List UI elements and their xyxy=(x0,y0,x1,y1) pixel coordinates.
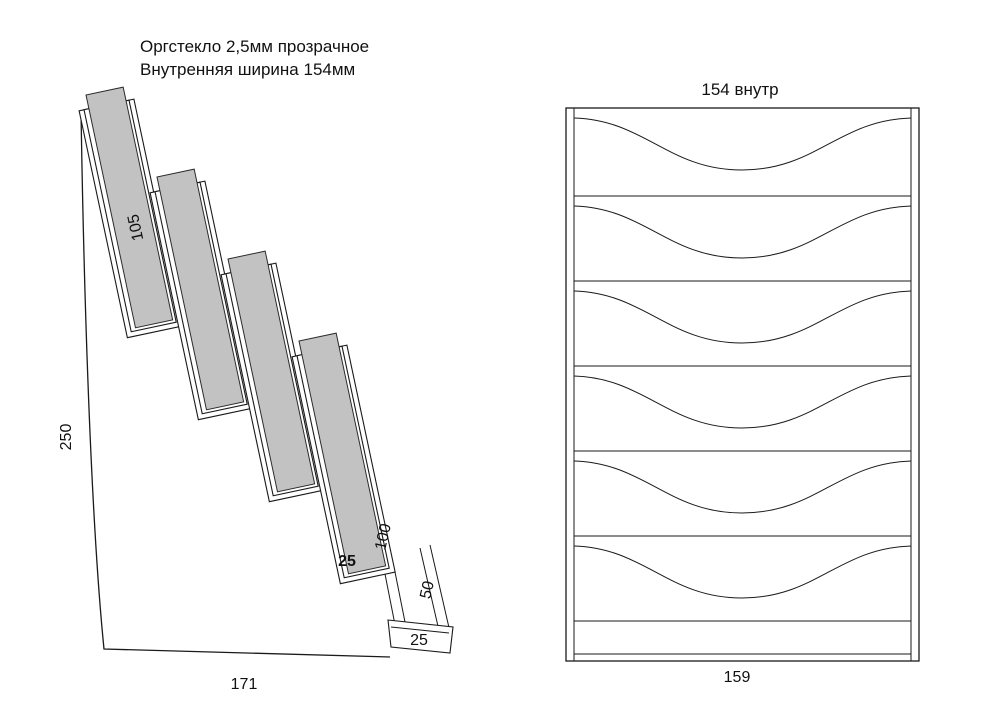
pocket-curve xyxy=(573,117,912,171)
foot-channel-inner-line xyxy=(390,626,450,634)
pocket-curve xyxy=(573,460,912,514)
title-inner-width: Внутренняя ширина 154мм xyxy=(140,60,355,79)
front-outline xyxy=(565,107,920,662)
dim-pocket-front-height: 105 xyxy=(125,213,147,243)
dim-lip-height: 50 xyxy=(417,579,438,600)
side-view: Оргстекло 2,5мм прозрачное Внутренняя ши… xyxy=(58,37,454,693)
body-outline xyxy=(80,110,391,658)
pocket-3 xyxy=(220,250,325,503)
dim-base-depth: 171 xyxy=(231,676,258,693)
dim-foot-depth: 25 xyxy=(410,632,428,649)
side-wall-lines xyxy=(573,108,912,661)
label-inner-width-top: 154 внутр xyxy=(701,80,778,99)
brochure xyxy=(85,86,174,329)
front-lip xyxy=(419,544,451,636)
pocket-curve xyxy=(573,205,912,259)
dim-total-height: 250 xyxy=(58,424,75,451)
pocket-4 xyxy=(291,332,396,585)
title-material: Оргстекло 2,5мм прозрачное xyxy=(140,37,369,56)
pocket-1: 105 xyxy=(78,86,183,339)
dim-step: 25 xyxy=(338,553,356,570)
brochure xyxy=(298,332,387,575)
label-outer-width-bottom: 159 xyxy=(724,669,751,686)
pocket-curve xyxy=(573,375,912,429)
pocket-curve xyxy=(573,290,912,344)
brochure xyxy=(156,168,245,411)
front-view: 154 внутр 159 xyxy=(565,80,920,686)
dim-bottom-front-height: 100 xyxy=(372,522,395,552)
brochure xyxy=(227,250,316,493)
pocket-curve xyxy=(573,545,912,599)
